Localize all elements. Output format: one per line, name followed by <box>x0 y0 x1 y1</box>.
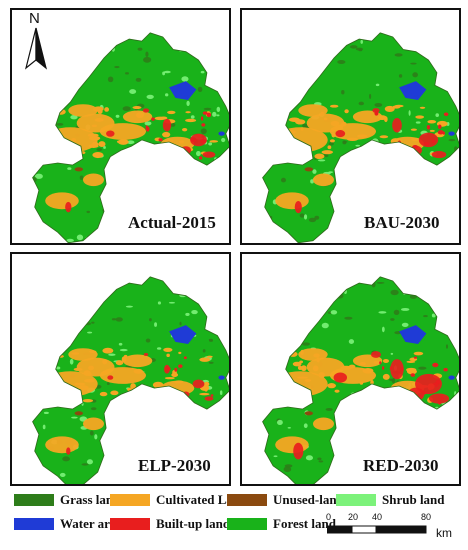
legend-item-water-area: Water area <box>14 516 122 532</box>
legend-swatch-water-area <box>14 518 54 530</box>
scale-tick-20: 20 <box>348 512 359 522</box>
panel-label-bau-2030: BAU-2030 <box>364 213 440 232</box>
region-map-actual-2015 <box>32 32 229 243</box>
legend-swatch-shrub-land <box>336 494 376 506</box>
legend-label-forest-land: Forest land <box>273 516 336 531</box>
scale-bar-graphic <box>327 525 427 534</box>
legend: Grass land Cultivated Land Unused-land S… <box>14 492 454 548</box>
map-panel-actual-2015: Actual-2015 <box>10 8 231 245</box>
map-panel-bau-2030: BAU-2030 <box>240 8 461 245</box>
region-map-red-2030 <box>262 276 459 484</box>
panel-label-elp-2030: ELP-2030 <box>138 456 211 475</box>
legend-swatch-built-up-land <box>110 518 150 530</box>
legend-item-forest-land: Forest land <box>227 516 336 532</box>
legend-item-unused-land: Unused-land <box>227 492 344 508</box>
panel-label-actual-2015: Actual-2015 <box>128 213 216 232</box>
scale-tick-80: 80 <box>421 512 432 522</box>
legend-item-shrub-land: Shrub land <box>336 492 445 508</box>
scale-unit: km <box>436 526 452 540</box>
legend-item-grass-land: Grass land <box>14 492 120 508</box>
north-arrow-glyph-icon <box>24 27 48 70</box>
legend-swatch-forest-land <box>227 518 267 530</box>
legend-label-grass-land: Grass land <box>60 492 121 507</box>
legend-label-water-area: Water area <box>60 516 122 531</box>
region-map-elp-2030 <box>32 276 229 484</box>
legend-item-cultivated-land: Cultivated Land <box>110 492 247 508</box>
legend-label-cultivated-land: Cultivated Land <box>156 492 248 507</box>
legend-label-built-up-land: Built-up land <box>156 516 231 531</box>
scale-bar: 0 20 40 80 km <box>326 512 466 542</box>
panel-label-red-2030: RED-2030 <box>363 456 439 475</box>
scale-tick-40: 40 <box>372 512 383 522</box>
legend-swatch-grass-land <box>14 494 54 506</box>
north-arrow-icon: N <box>23 10 49 72</box>
map-panel-elp-2030: ELP-2030 <box>10 252 231 486</box>
scale-tick-0: 0 <box>326 512 332 522</box>
map-panel-red-2030: RED-2030 <box>240 252 461 486</box>
region-map-bau-2030 <box>262 32 459 243</box>
north-letter: N <box>29 10 40 27</box>
legend-swatch-cultivated-land <box>110 494 150 506</box>
legend-swatch-unused-land <box>227 494 267 506</box>
legend-label-shrub-land: Shrub land <box>382 492 445 507</box>
legend-item-built-up-land: Built-up land <box>110 516 230 532</box>
legend-label-unused-land: Unused-land <box>273 492 344 507</box>
